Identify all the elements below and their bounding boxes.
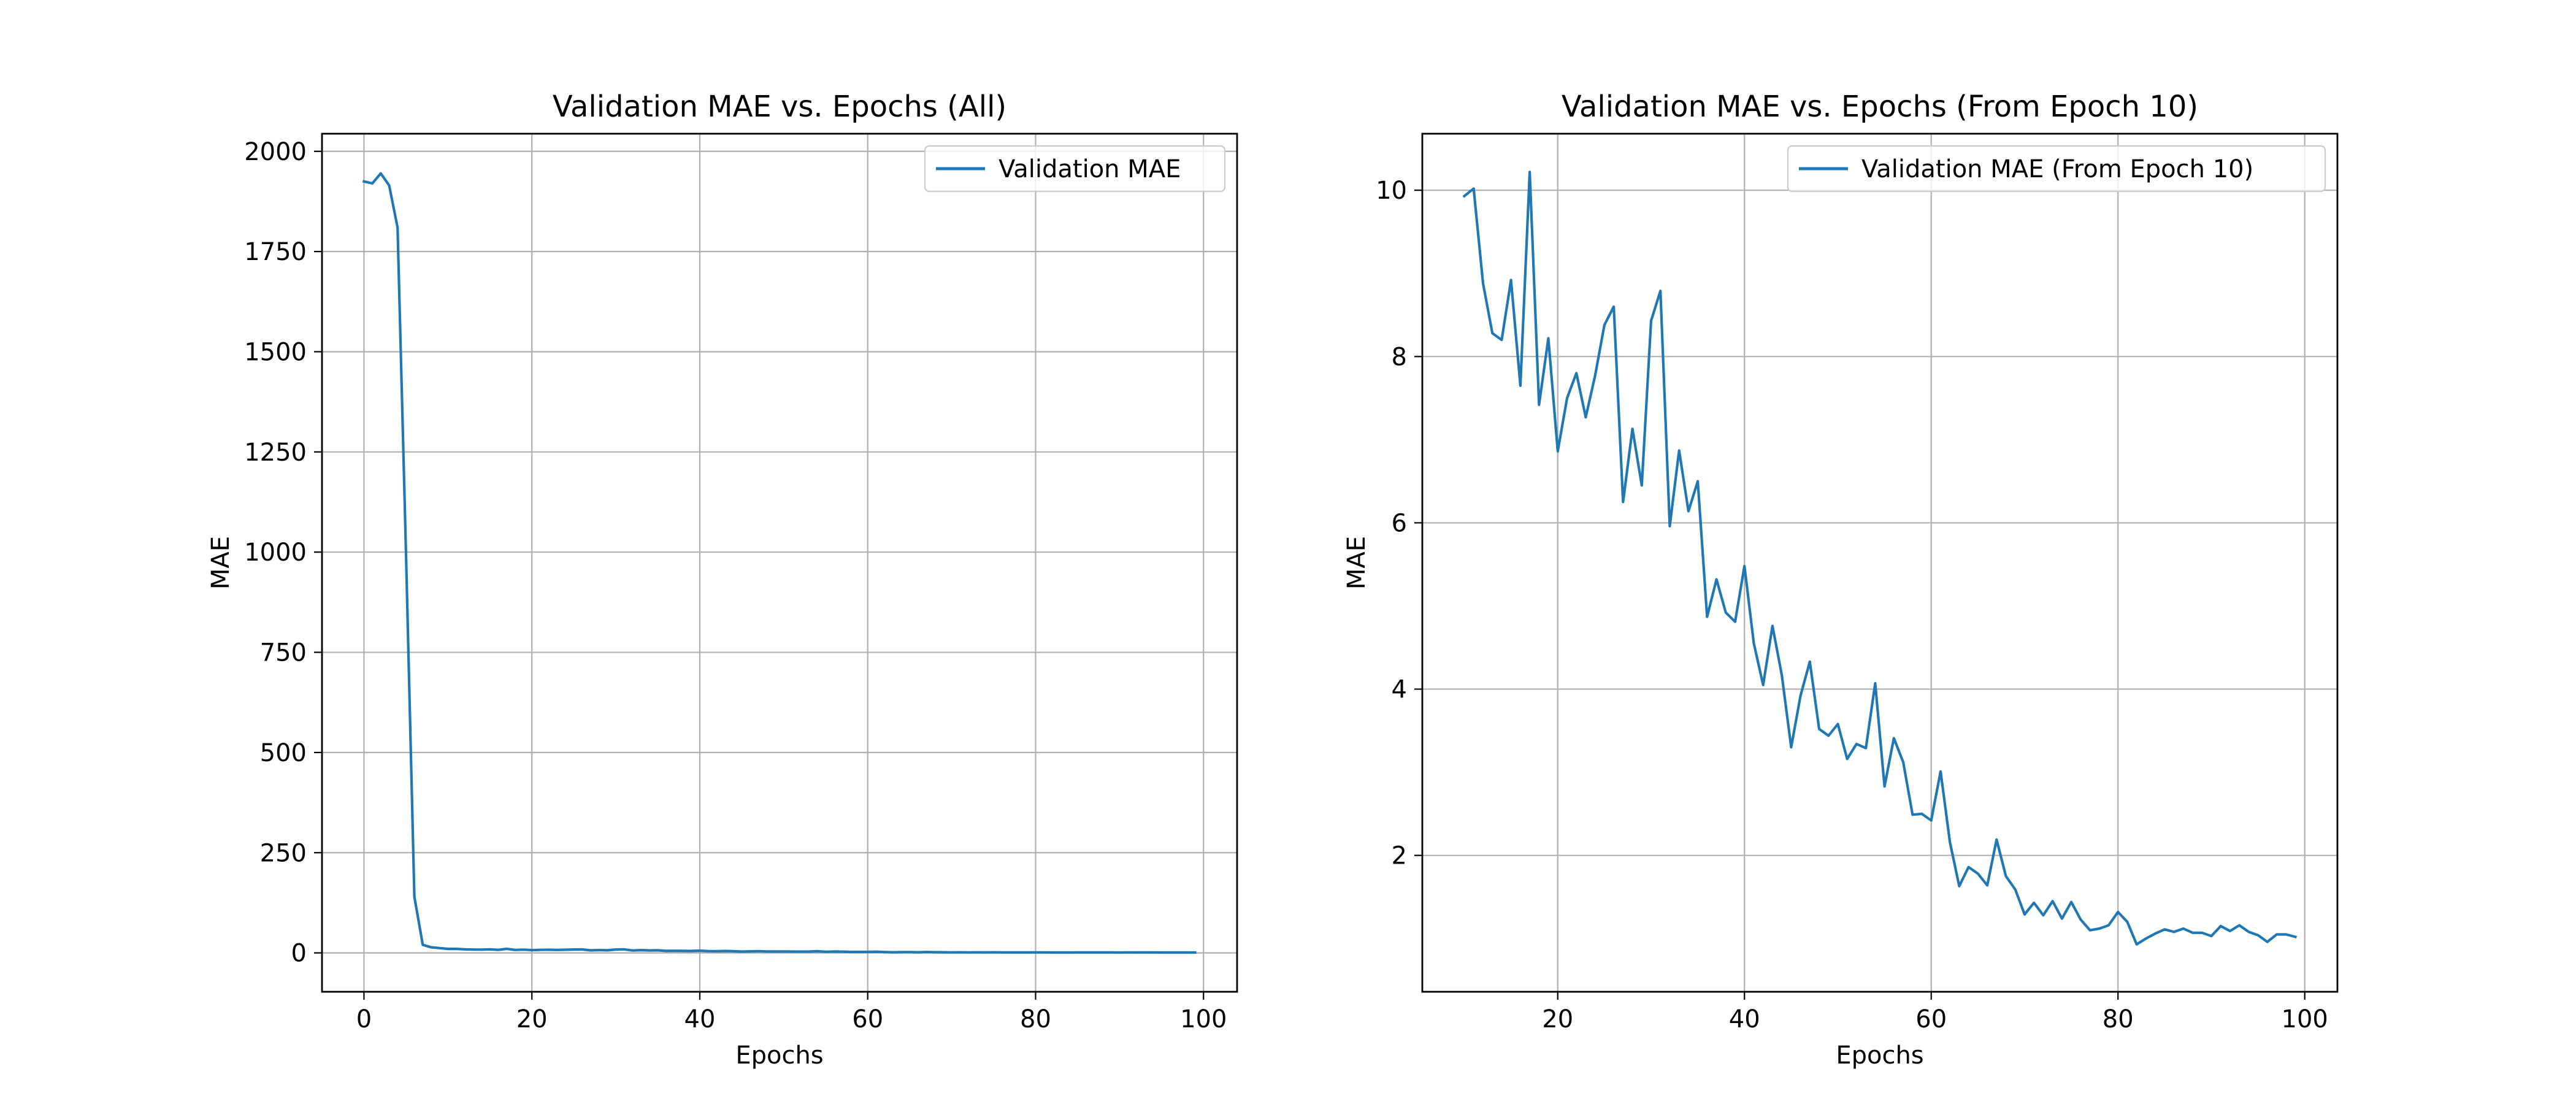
x-tick-label: 100 xyxy=(1180,1005,1227,1033)
legend-frame xyxy=(924,145,1226,193)
x-tick-label: 80 xyxy=(2103,1005,2134,1033)
legend: Validation MAE xyxy=(924,145,1226,193)
series-line xyxy=(1462,171,2298,946)
chart-panel-1: 0 20 40 60 80 1000250500750100012501500175020… xyxy=(207,90,1238,1070)
axes-frame xyxy=(321,132,1238,993)
y-tick-label: 4 xyxy=(1392,676,1407,704)
legend: Validation MAE (From Epoch 10) xyxy=(1787,145,2326,193)
x-tick-label: 100 xyxy=(2282,1005,2328,1033)
chart-title: Validation MAE vs. Epochs (All) xyxy=(553,90,1006,124)
x-tick-label: 40 xyxy=(684,1005,716,1033)
x-tick-label: 40 xyxy=(1729,1005,1760,1033)
x-tick-label: 60 xyxy=(1915,1005,1947,1033)
legend-label: Validation MAE xyxy=(999,155,1181,183)
x-axis-label: Epochs xyxy=(1836,1041,1923,1070)
y-tick-label: 1250 xyxy=(244,439,307,467)
y-tick-label: 6 xyxy=(1392,509,1407,537)
y-tick-label: 750 xyxy=(260,639,307,667)
y-tick-label: 1500 xyxy=(244,338,307,366)
legend-label: Validation MAE (From Epoch 10) xyxy=(1861,155,2253,183)
y-tick-label: 250 xyxy=(260,839,307,867)
y-tick-label: 10 xyxy=(1376,177,1407,205)
y-tick-label: 500 xyxy=(260,739,307,767)
chart-panel-2: 20 40 60 80 100 2 4 6 8 10 Validation MAE vs. Epoc… xyxy=(1343,90,2339,1070)
x-tick-label: 60 xyxy=(852,1005,883,1033)
series-line xyxy=(362,172,1197,954)
x-tick-label: 0 xyxy=(356,1005,372,1033)
axes-frame xyxy=(1421,132,2339,993)
chart-title: Validation MAE vs. Epochs (From Epoch 10… xyxy=(1562,90,2198,124)
x-tick-label: 20 xyxy=(1542,1005,1573,1033)
y-tick-label: 2 xyxy=(1392,842,1407,870)
y-axis-label: MAE xyxy=(1343,536,1371,589)
y-tick-label: 1750 xyxy=(244,238,307,266)
y-tick-label: 0 xyxy=(291,940,307,968)
x-tick-label: 80 xyxy=(1020,1005,1051,1033)
x-axis-label: Epochs xyxy=(735,1041,823,1070)
y-axis-label: MAE xyxy=(207,536,235,589)
y-tick-label: 8 xyxy=(1392,343,1407,371)
legend-frame xyxy=(1787,145,2326,193)
x-tick-label: 20 xyxy=(516,1005,548,1033)
y-tick-label: 1000 xyxy=(244,539,307,567)
y-tick-label: 2000 xyxy=(244,138,307,166)
